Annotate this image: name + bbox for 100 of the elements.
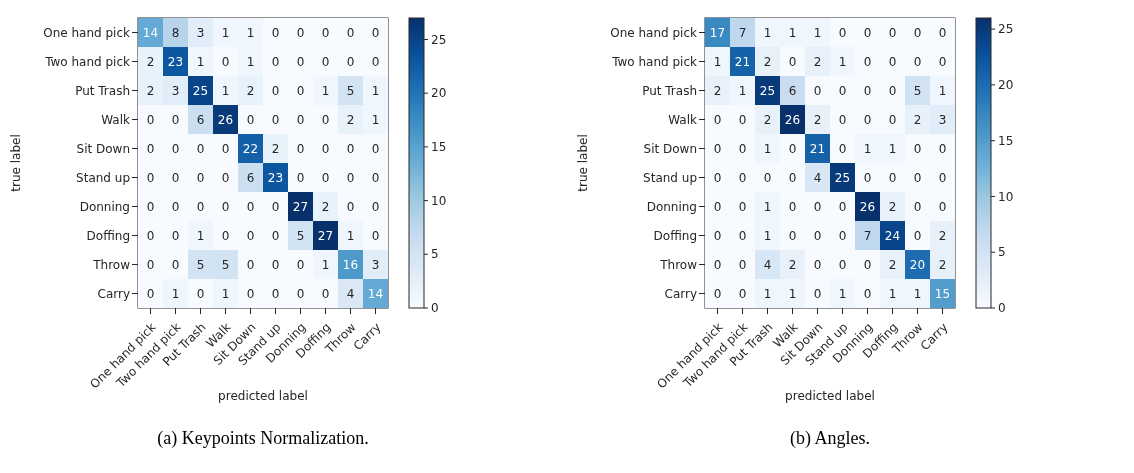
y-axis-title: true label [9,134,24,192]
data-label: 0 [271,83,280,98]
y-tick-label: Donning [646,199,697,214]
data-label: 0 [838,25,847,40]
data-label: 0 [863,54,872,69]
data-label: 0 [221,228,230,243]
data-label: 0 [738,141,747,156]
data-label: 2 [713,83,722,98]
data-label: 2 [813,112,822,127]
data-label: 15 [934,286,951,301]
data-label: 0 [271,25,280,40]
y-tick-label: Sit Down [76,141,130,156]
data-label: 0 [938,54,947,69]
data-label: 1 [788,286,797,301]
data-label: 25 [192,83,209,98]
data-label: 0 [196,141,205,156]
data-label: 0 [888,25,897,40]
y-tick-label: Carry [97,286,130,301]
y-tick-label: Stand up [76,170,130,185]
data-label: 0 [888,54,897,69]
data-label: 0 [171,141,180,156]
data-label: 0 [171,170,180,185]
data-label: 21 [809,141,826,156]
y-tick-label: Doffing [653,228,697,243]
data-label: 2 [146,54,155,69]
data-label: 1 [371,83,380,98]
data-label: 5 [346,83,355,98]
color-bar-label: 5 [998,245,1006,260]
x-axis-title: predicted label [785,389,875,403]
color-bar-label: 20 [431,86,447,101]
data-label: 4 [763,257,772,272]
data-label: 2 [938,228,947,243]
y-tick-label: Stand up [643,170,697,185]
data-label: 0 [938,199,947,214]
data-label: 1 [738,83,747,98]
y-tick-label: Walk [101,112,131,127]
data-label: 2 [146,83,155,98]
data-label: 14 [367,286,384,301]
data-label: 0 [888,112,897,127]
data-label: 5 [913,83,922,98]
data-label: 0 [813,83,822,98]
data-label: 0 [146,257,155,272]
data-label: 0 [171,112,180,127]
data-label: 0 [863,286,872,301]
text: (b) Angles. [789,428,871,449]
data-label: 6 [246,170,255,185]
data-label: 0 [788,141,797,156]
data-label: 23 [167,54,184,69]
data-label: 0 [196,286,205,301]
data-label: 0 [146,199,155,214]
data-label: 6 [196,112,205,127]
data-label: 0 [271,257,280,272]
data-label: 0 [863,112,872,127]
data-label: 0 [346,170,355,185]
data-label: 2 [763,54,772,69]
data-label: 0 [888,170,897,185]
data-label: 0 [738,228,747,243]
data-label: 20 [909,257,926,272]
data-label: 7 [738,25,747,40]
data-label: 0 [221,141,230,156]
data-label: 0 [738,112,747,127]
data-label: 0 [913,228,922,243]
data-label: 0 [913,25,922,40]
data-label: 0 [221,54,230,69]
y-tick-label: Walk [668,112,698,127]
data-label: 0 [296,112,305,127]
data-label: 1 [863,141,872,156]
data-label: 25 [834,170,851,185]
data-label: 17 [709,25,726,40]
color-bar-label: 10 [998,189,1014,204]
data-label: 2 [938,257,947,272]
data-label: 0 [371,228,380,243]
data-label: 21 [734,54,751,69]
data-label: 0 [196,199,205,214]
data-label: 0 [913,54,922,69]
data-label: 0 [371,199,380,214]
data-label: 0 [913,141,922,156]
y-tick-label: Doffing [86,228,130,243]
data-label: 1 [171,286,180,301]
data-label: 0 [813,286,822,301]
data-label: 1 [246,25,255,40]
data-label: 6 [788,83,797,98]
data-label: 0 [146,112,155,127]
data-label: 0 [296,54,305,69]
data-label: 0 [938,141,947,156]
data-label: 0 [788,54,797,69]
data-label: 1 [321,257,330,272]
data-label: 0 [863,257,872,272]
data-label: 0 [888,83,897,98]
data-label: 2 [913,112,922,127]
data-label: 1 [913,286,922,301]
data-label: 27 [292,199,309,214]
data-label: 5 [221,257,230,272]
data-label: 0 [713,257,722,272]
data-label: 16 [342,257,359,272]
data-label: 0 [371,170,380,185]
data-label: 0 [913,170,922,185]
data-label: 0 [713,286,722,301]
data-label: 0 [838,83,847,98]
data-label: 0 [246,112,255,127]
